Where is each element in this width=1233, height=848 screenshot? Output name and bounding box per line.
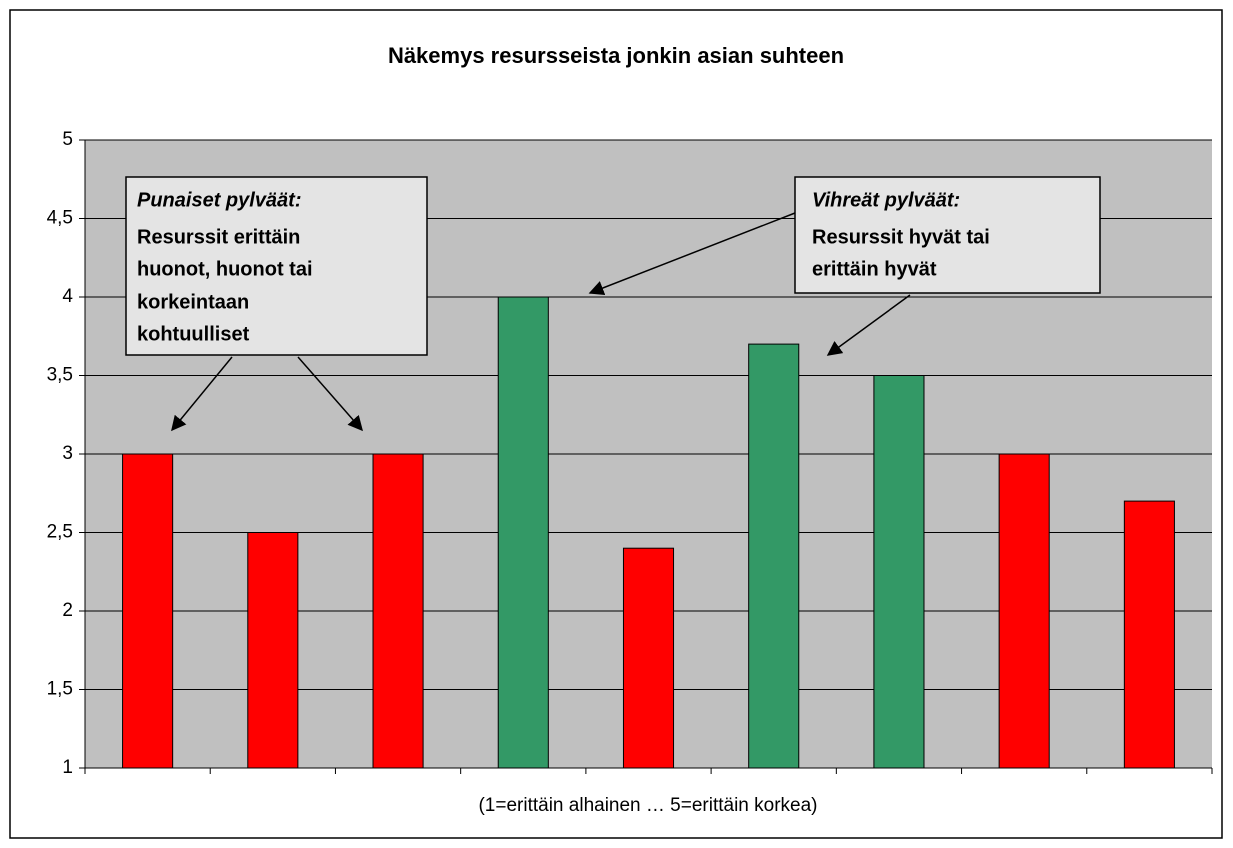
arrow [171,356,233,432]
annotation-line: Resurssit hyvät tai [812,226,990,248]
arrow [297,356,363,432]
chart-title: Näkemys resursseista jonkin asian suhtee… [388,43,844,68]
y-tick-label: 3 [62,443,73,464]
annotation-title: Vihreät pylväät: [812,189,960,211]
y-tick-label: 2,5 [47,522,73,543]
bar [122,453,174,769]
bar [998,453,1050,769]
arrow [826,294,911,356]
x-axis-label: (1=erittäin alhainen … 5=erittäin korkea… [478,795,817,816]
annotation-line: huonot, huonot tai [137,258,313,280]
annotation-line: Resurssit erittäin [137,226,300,248]
bar [1123,500,1175,769]
y-tick-label: 1,5 [47,679,73,700]
bar [748,343,800,769]
bar [247,532,299,769]
bar [873,375,925,769]
arrow [588,212,796,296]
bar [372,453,424,769]
annotation-box [794,176,1101,294]
y-tick-label: 1 [62,757,73,778]
y-tick-label: 2 [62,600,73,621]
annotation-line: kohtuulliset [137,323,250,345]
bar [622,547,675,769]
annotation-line: erittäin hyvät [812,258,937,280]
annotation-box [125,176,428,356]
y-tick-label: 4,5 [47,208,73,229]
bar [497,296,549,769]
y-tick-label: 4 [62,286,73,307]
annotation-title: Punaiset pylväät: [137,189,302,211]
y-tick-label: 5 [62,129,73,150]
y-tick-label: 3,5 [47,365,73,386]
annotation-line: korkeintaan [137,291,249,313]
